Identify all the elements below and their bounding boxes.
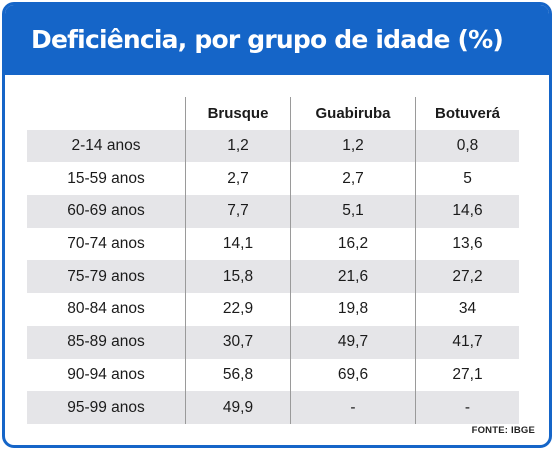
cell-guabiruba: 1,2	[290, 129, 415, 163]
cell-brusque: 7,7	[185, 195, 290, 228]
cell-botuvera: 0,8	[415, 129, 519, 163]
table-row: 70-74 anos 14,1 16,2 13,6	[27, 227, 519, 261]
cell-brusque: 22,9	[185, 293, 290, 326]
table-row: 80-84 anos 22,9 19,8 34	[27, 293, 519, 326]
table-card: Deficiência, por grupo de idade (%) Brus…	[2, 2, 552, 448]
table-row: 90-94 anos 56,8 69,6 27,1	[27, 358, 519, 392]
cell-age: 95-99 anos	[67, 398, 145, 416]
source-note: FONTE: IBGE	[471, 425, 535, 436]
table-row: 95-99 anos 49,9- -	[27, 391, 519, 424]
cell-botuvera: 41,7	[415, 325, 519, 359]
cell-age: 75-79 anos	[67, 267, 145, 285]
table-row: 75-79 anos 15,8 21,6 27,2	[27, 260, 519, 294]
cell-brusque: 56,8	[185, 358, 290, 392]
cell-botuvera: 14,6	[415, 195, 519, 228]
cell-guabiruba: 16,2	[290, 227, 415, 261]
cell-botuvera: 27,2	[415, 260, 519, 294]
column-header-brusque: Brusque	[185, 97, 290, 130]
cell-brusque: 49,9	[185, 391, 290, 424]
cell-botuvera: -	[415, 391, 519, 424]
cell-age: 85-89 anos	[67, 333, 145, 351]
cell-brusque: 1,2	[185, 129, 290, 163]
cell-age: 80-84 anos	[67, 300, 145, 318]
cell-age: 90-94 anos	[67, 365, 145, 383]
cell-guabiruba: 5,1	[290, 195, 415, 228]
cell-guabiruba: 21,6	[290, 260, 415, 294]
cell-guabiruba: 69,6	[290, 358, 415, 392]
cell-age: 2-14 anos	[71, 137, 141, 155]
table-row: 2-14 anos 1,2 1,2 0,8	[27, 129, 519, 163]
data-table: Brusque Guabiruba Botuverá 2-14 anos 1,2 1…	[27, 97, 519, 424]
table-row: 85-89 anos 30,7 49,7 41,7	[27, 325, 519, 359]
cell-botuvera: 5	[415, 162, 519, 196]
column-header-botuvera: Botuverá	[415, 97, 519, 130]
header-row: Brusque Guabiruba Botuverá	[27, 97, 519, 130]
cell-age: 70-74 anos	[67, 235, 145, 253]
table-row: 15-59 anos 2,7 2,7 5	[27, 162, 519, 196]
cell-brusque: 15,8	[185, 260, 290, 294]
table-body: 2-14 anos 1,2 1,2 0,8 15-59 anos 2,7 2,7 5 60-69…	[27, 129, 519, 424]
cell-guabiruba: 49,7	[290, 325, 415, 359]
cell-botuvera: 27,1	[415, 358, 519, 392]
column-header-guabiruba: Guabiruba	[290, 97, 415, 130]
column-header-age	[27, 97, 185, 130]
cell-brusque: 14,1	[185, 227, 290, 261]
cell-age: 60-69 anos	[67, 202, 145, 220]
chart-title: Deficiência, por grupo de idade (%)	[31, 25, 504, 54]
cell-botuvera: 13,6	[415, 227, 519, 261]
cell-botuvera: 34	[415, 293, 519, 326]
table-row: 60-69 anos 7,7 5,1 14,6	[27, 195, 519, 228]
title-bar: Deficiência, por grupo de idade (%)	[5, 5, 549, 75]
cell-brusque: 2,7	[185, 162, 290, 196]
cell-brusque: 30,7	[185, 325, 290, 359]
cell-guabiruba: 2,7	[290, 162, 415, 196]
cell-guabiruba: 19,8	[290, 293, 415, 326]
cell-age: 15-59 anos	[67, 169, 145, 187]
cell-guabiruba: -	[290, 391, 415, 424]
